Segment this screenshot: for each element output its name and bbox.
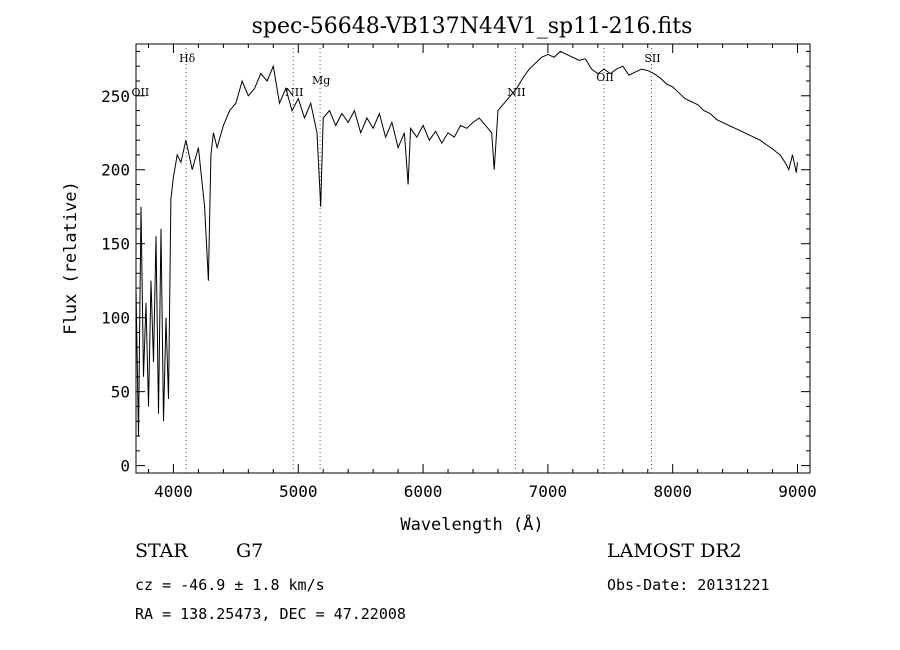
spectral-line-label: Mg <box>312 74 330 87</box>
spectral-line-label: OII <box>596 71 614 84</box>
y-axis-label: Flux (relative) <box>61 181 81 335</box>
y-tick-label: 200 <box>101 161 130 180</box>
x-tick-label: 8000 <box>653 482 692 501</box>
y-tick-label: 150 <box>101 235 130 254</box>
spectrum-plot: spec-56648-VB137N44V1_sp11-216.fits OII H… <box>61 14 817 535</box>
x-tick-label: 9000 <box>778 482 817 501</box>
x-tick-label: 4000 <box>154 482 193 501</box>
x-tick-label: 7000 <box>529 482 568 501</box>
survey-label: LAMOST DR2 <box>607 540 742 562</box>
spectral-subclass: G7 <box>236 540 264 562</box>
y-tick-label: 100 <box>101 309 130 328</box>
object-class: STAR <box>135 540 188 562</box>
x-tick-label: 5000 <box>279 482 318 501</box>
redshift-text: cz = -46.9 ± 1.8 km/s <box>135 576 325 594</box>
y-tick-label: 250 <box>101 87 130 106</box>
spectral-line-label: Hδ <box>179 52 196 65</box>
spectral-line-label: NII <box>507 86 525 99</box>
obs-date-text: Obs-Date: 20131221 <box>607 576 770 594</box>
spectral-line-label: SII <box>644 52 660 65</box>
spectral-line-label: NII <box>285 86 303 99</box>
spectral-line-label: OII <box>132 86 150 99</box>
plot-frame <box>135 43 811 474</box>
y-tick-label: 50 <box>111 383 130 402</box>
x-axis-label: Wavelength (Å) <box>400 513 543 535</box>
y-tick-label: 0 <box>120 457 130 476</box>
x-tick-label: 6000 <box>404 482 443 501</box>
spectrum-line <box>135 50 798 437</box>
coords-text: RA = 138.25473, DEC = 47.22008 <box>135 605 406 623</box>
chart-title: spec-56648-VB137N44V1_sp11-216.fits <box>252 14 693 39</box>
